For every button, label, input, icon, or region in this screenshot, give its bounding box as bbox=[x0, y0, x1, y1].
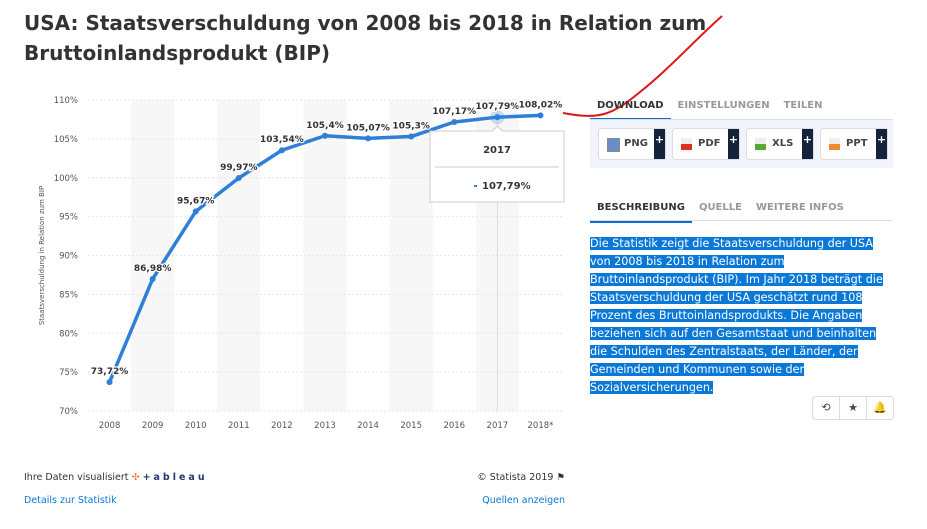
data-label: 86,98% bbox=[134, 264, 172, 274]
tableau-wordmark: +ableau bbox=[142, 472, 208, 483]
data-label: 99,97% bbox=[220, 163, 258, 173]
data-label: 95,67% bbox=[177, 196, 215, 206]
y-tick-label: 100% bbox=[54, 174, 78, 184]
tableau-logo: ✣ bbox=[131, 472, 140, 483]
xls-icon bbox=[755, 138, 766, 150]
x-tick-label: 2012 bbox=[271, 421, 293, 431]
pdf-download-button[interactable]: PDF + bbox=[672, 128, 740, 160]
data-point bbox=[365, 135, 372, 142]
copyright: © Statista 2019 ⚑ bbox=[477, 472, 565, 483]
tab-download[interactable]: DOWNLOAD bbox=[590, 100, 671, 121]
tooltip-year: 2017 bbox=[483, 145, 511, 156]
data-point bbox=[106, 379, 113, 386]
data-label: 103,54% bbox=[260, 135, 304, 145]
x-tick-label: 2011 bbox=[228, 421, 250, 431]
plus-icon[interactable]: + bbox=[654, 129, 665, 159]
plus-icon[interactable]: + bbox=[876, 129, 887, 159]
tab-weitere-infos[interactable]: WEITERE INFOS bbox=[755, 202, 844, 213]
y-tick-label: 70% bbox=[59, 407, 78, 417]
tab-teilen[interactable]: TEILEN bbox=[783, 100, 823, 111]
png-download-button[interactable]: PNG + bbox=[598, 128, 666, 160]
x-tick-label: 2017 bbox=[487, 421, 509, 431]
tooltip-marker bbox=[474, 185, 477, 187]
data-point bbox=[149, 275, 156, 282]
y-tick-label: 80% bbox=[59, 329, 78, 339]
data-label: 105,07% bbox=[346, 123, 390, 133]
x-tick-label: 2008 bbox=[99, 421, 121, 431]
data-label: 73,72% bbox=[91, 367, 129, 377]
data-point bbox=[192, 208, 199, 215]
history-icon[interactable]: ⟲ bbox=[821, 401, 831, 414]
y-tick-label: 110% bbox=[54, 96, 78, 106]
visualized-by: Ihre Daten visualisiert ✣ +ableau bbox=[24, 472, 208, 483]
data-label: 107,79% bbox=[475, 102, 519, 112]
data-label: 108,02% bbox=[519, 100, 563, 110]
x-tick-label: 2016 bbox=[443, 421, 465, 431]
x-tick-label: 2014 bbox=[357, 421, 379, 431]
page-title: USA: Staatsverschuldung von 2008 bis 201… bbox=[24, 11, 707, 65]
plus-icon[interactable]: + bbox=[728, 129, 739, 159]
data-point bbox=[451, 119, 458, 126]
y-tick-label: 95% bbox=[59, 213, 78, 223]
download-tabs: DOWNLOAD EINSTELLUNGEN TEILEN bbox=[590, 100, 830, 121]
download-panel: PNG + PDF + XLS + PPT + bbox=[590, 120, 893, 168]
data-point bbox=[278, 147, 285, 154]
x-tick-label: 2015 bbox=[400, 421, 422, 431]
star-icon[interactable]: ★ bbox=[839, 397, 866, 419]
data-point bbox=[235, 174, 242, 181]
tooltip-value: 107,79% bbox=[482, 181, 531, 192]
x-tick-label: 2013 bbox=[314, 421, 336, 431]
y-tick-label: 105% bbox=[54, 135, 78, 145]
info-tabs: BESCHREIBUNG QUELLE WEITERE INFOS bbox=[590, 202, 851, 223]
tab-einstellungen[interactable]: EINSTELLUNGEN bbox=[677, 100, 770, 111]
sources-link[interactable]: Quellen anzeigen bbox=[482, 495, 565, 506]
y-tick-label: 75% bbox=[59, 368, 78, 378]
description-text: Die Statistik zeigt die Staatsverschuldu… bbox=[590, 237, 883, 394]
png-icon bbox=[607, 138, 620, 152]
x-tick-label: 2010 bbox=[185, 421, 207, 431]
details-link[interactable]: Details zur Statistik bbox=[24, 495, 117, 506]
ppt-icon bbox=[829, 138, 840, 150]
description: Die Statistik zeigt die Staatsverschuldu… bbox=[590, 235, 895, 397]
tab-beschreibung[interactable]: BESCHREIBUNG bbox=[590, 202, 692, 223]
ppt-download-button[interactable]: PPT + bbox=[820, 128, 888, 160]
y-axis-label: Staatsverschuldung in Relation zum BIP bbox=[38, 186, 46, 325]
data-point bbox=[322, 132, 328, 139]
y-tick-label: 90% bbox=[59, 252, 78, 262]
divider bbox=[590, 220, 893, 221]
plus-icon[interactable]: + bbox=[802, 129, 813, 159]
x-tick-label: 2018* bbox=[528, 421, 554, 431]
action-buttons: ⟲ ★ 🔔 bbox=[812, 396, 894, 420]
xls-download-button[interactable]: XLS + bbox=[746, 128, 814, 160]
tab-quelle[interactable]: QUELLE bbox=[698, 202, 742, 213]
data-label: 107,17% bbox=[432, 107, 476, 117]
divider bbox=[590, 119, 893, 120]
data-point bbox=[537, 112, 544, 119]
data-label: 105,4% bbox=[306, 121, 344, 131]
tooltip-box bbox=[429, 125, 565, 203]
line-chart: 70% 75% 80% 85% 90% 95% 100% 105% 110% Staatsvers… bbox=[38, 96, 565, 431]
bell-icon[interactable]: 🔔 bbox=[866, 397, 893, 419]
x-tick-label: 2009 bbox=[142, 421, 164, 431]
flag-icon[interactable]: ⚑ bbox=[556, 472, 565, 483]
data-label: 105,3% bbox=[392, 122, 430, 132]
data-point bbox=[408, 133, 415, 140]
data-point bbox=[494, 114, 501, 121]
y-tick-label: 85% bbox=[59, 290, 78, 300]
pdf-icon bbox=[681, 138, 692, 150]
